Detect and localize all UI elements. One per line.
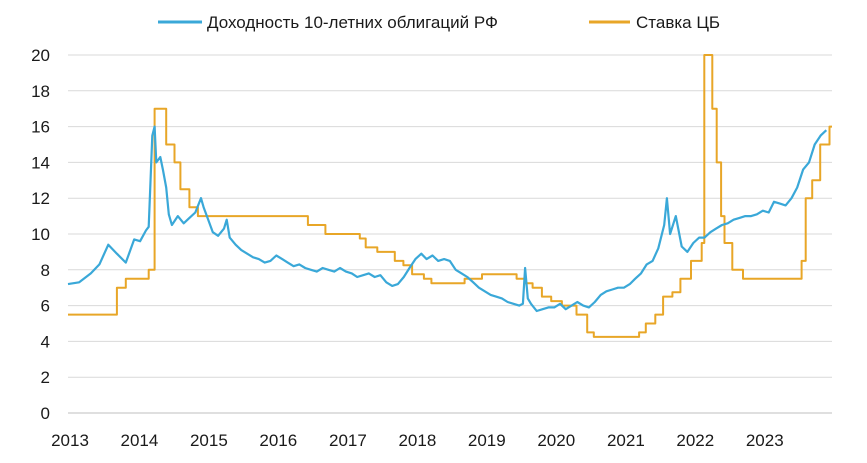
x-tick-label: 2021 [607,431,645,450]
x-tick-label: 2016 [259,431,297,450]
y-tick-label: 14 [31,153,50,172]
y-tick-label: 6 [41,297,50,316]
x-tick-label: 2015 [190,431,228,450]
x-tick-label: 2018 [398,431,436,450]
x-tick-label: 2023 [746,431,784,450]
y-tick-label: 8 [41,261,50,280]
legend-label-yield: Доходность 10-летних облигаций РФ [207,13,498,32]
y-tick-label: 10 [31,225,50,244]
legend-label-cb-rate: Ставка ЦБ [636,13,720,32]
x-tick-label: 2017 [329,431,367,450]
series-line-cb-rate [68,54,832,338]
x-tick-label: 2014 [121,431,159,450]
x-tick-label: 2019 [468,431,506,450]
legend: Доходность 10-летних облигаций РФ Ставка… [158,13,720,32]
y-axis-tick-labels: 0 2 4 6 8 10 12 14 16 18 20 [31,46,50,423]
y-tick-label: 20 [31,46,50,65]
y-tick-label: 18 [31,82,50,101]
x-axis-tick-labels: 2013 2014 2015 2016 2017 2018 2019 2020 2021 2022… [51,431,784,450]
y-tick-label: 12 [31,189,50,208]
y-tick-label: 0 [41,404,50,423]
y-tick-label: 2 [41,368,50,387]
y-tick-label: 4 [41,332,50,351]
x-tick-label: 2013 [51,431,89,450]
y-tick-label: 16 [31,118,50,137]
x-tick-label: 2022 [676,431,714,450]
x-tick-label: 2020 [537,431,575,450]
series-layer [67,54,832,338]
series-line-yield [67,125,828,313]
